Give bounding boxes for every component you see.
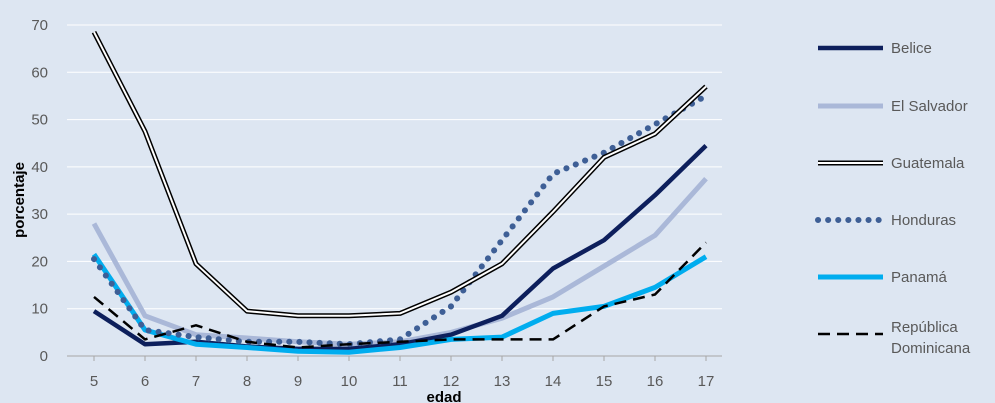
x-axis-title: edad xyxy=(426,389,461,403)
series-line-honduras xyxy=(91,92,709,348)
series-line-guatemala-inner xyxy=(93,31,707,317)
y-tick-label: 50 xyxy=(31,112,48,129)
x-tick-label: 12 xyxy=(443,373,460,390)
legend-label: Panamá xyxy=(891,269,948,286)
x-tick-label: 5 xyxy=(90,373,98,390)
legend-label: Belice xyxy=(891,40,932,57)
x-tick-label: 13 xyxy=(494,373,511,390)
x-tick-label: 15 xyxy=(596,373,613,390)
series-lines xyxy=(91,30,709,355)
x-tick-label: 7 xyxy=(192,373,200,390)
y-tick-label: 20 xyxy=(31,253,48,270)
series-guatemala xyxy=(91,30,708,319)
y-tick-label: 30 xyxy=(31,206,48,223)
y-tick-label: 0 xyxy=(40,348,48,365)
legend-item-panama: Panamá xyxy=(818,269,948,286)
series-line-republica-dominicana xyxy=(93,241,707,349)
legend: Belice El Salvador Guatemala Honduras Panamá… xyxy=(815,40,971,357)
x-tick-label: 11 xyxy=(392,373,408,390)
x-tick-label: 14 xyxy=(545,373,562,390)
legend-item-el-salvador: El Salvador xyxy=(818,98,968,115)
x-tick-label: 9 xyxy=(294,373,302,390)
y-axis-ticks: 0 10 20 30 40 50 60 70 xyxy=(31,17,48,365)
y-tick-label: 70 xyxy=(31,17,48,34)
series-line-guatemala-outline xyxy=(91,30,708,319)
series-line-belice xyxy=(92,143,708,352)
x-tick-label: 6 xyxy=(141,373,149,390)
series-republica-dominicana xyxy=(93,241,707,349)
series-belice xyxy=(92,143,708,352)
y-tick-label: 40 xyxy=(31,159,48,176)
x-tick-label: 17 xyxy=(698,373,715,390)
legend-item-republica-dominicana: República Dominicana xyxy=(818,319,971,357)
legend-label: El Salvador xyxy=(891,98,968,115)
legend-item-belice: Belice xyxy=(818,40,932,57)
y-tick-label: 10 xyxy=(31,301,48,318)
legend-label: Guatemala xyxy=(891,155,965,172)
legend-item-guatemala: Guatemala xyxy=(818,155,965,172)
y-tick-label: 60 xyxy=(31,64,48,81)
series-honduras xyxy=(91,92,709,348)
x-tick-label: 16 xyxy=(647,373,664,390)
legend-label: República Dominicana xyxy=(891,319,971,357)
x-axis-ticks: 5 6 7 8 9 10 11 12 13 14 15 16 17 xyxy=(90,356,715,390)
x-tick-label: 10 xyxy=(341,373,358,390)
y-axis-title: porcentaje xyxy=(11,162,28,238)
legend-item-honduras: Honduras xyxy=(815,212,956,229)
x-tick-label: 8 xyxy=(243,373,251,390)
legend-label: Honduras xyxy=(891,212,956,229)
